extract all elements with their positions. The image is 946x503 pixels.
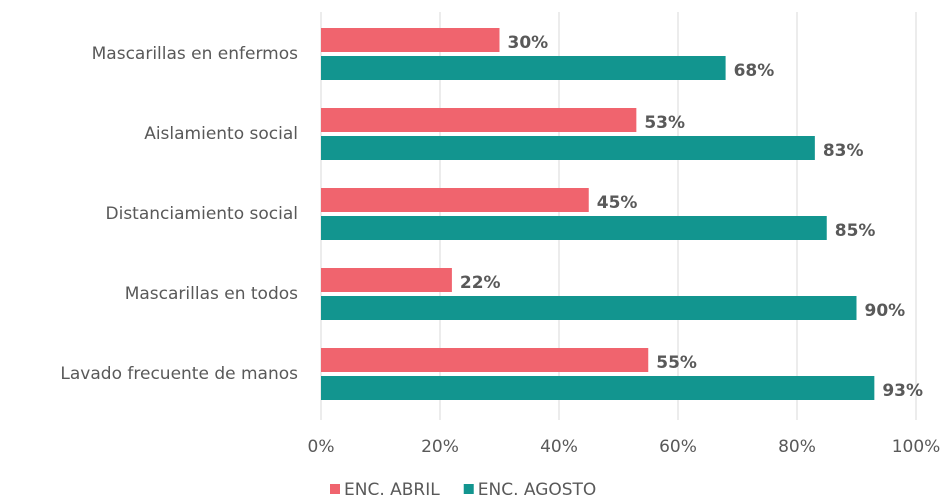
bar	[321, 268, 452, 292]
x-tick-label: 60%	[659, 437, 697, 457]
data-label: 90%	[865, 301, 906, 321]
bar	[321, 28, 500, 52]
data-label: 83%	[823, 141, 864, 161]
x-tick-label: 0%	[308, 437, 335, 457]
legend-label: ENC. AGOSTO	[478, 480, 597, 500]
legend-swatch	[463, 484, 474, 494]
bar	[321, 108, 637, 132]
bar	[321, 296, 857, 320]
bar	[321, 376, 875, 400]
y-tick-label: Lavado frecuente de manos	[60, 364, 298, 384]
data-label: 55%	[656, 353, 697, 373]
legend-label: ENC. ABRIL	[344, 480, 440, 500]
data-label: 53%	[644, 113, 685, 133]
y-tick-label: Mascarillas en enfermos	[92, 44, 299, 64]
data-label: 22%	[460, 273, 501, 293]
y-tick-label: Distanciamiento social	[106, 204, 298, 224]
bar	[321, 348, 649, 372]
y-tick-label: Mascarillas en todos	[125, 284, 298, 304]
y-tick-label: Aislamiento social	[144, 124, 298, 144]
x-tick-label: 80%	[778, 437, 816, 457]
bar	[321, 56, 726, 80]
data-label: 85%	[835, 221, 876, 241]
legend-swatch	[330, 484, 340, 494]
x-tick-label: 40%	[540, 437, 578, 457]
bar	[321, 136, 815, 160]
x-tick-label: 100%	[892, 437, 941, 457]
data-label: 68%	[734, 61, 775, 81]
x-tick-label: 20%	[421, 437, 459, 457]
data-label: 30%	[508, 33, 549, 53]
bar	[321, 216, 827, 240]
data-label: 45%	[597, 193, 638, 213]
bar	[321, 188, 589, 212]
data-label: 93%	[882, 381, 923, 401]
